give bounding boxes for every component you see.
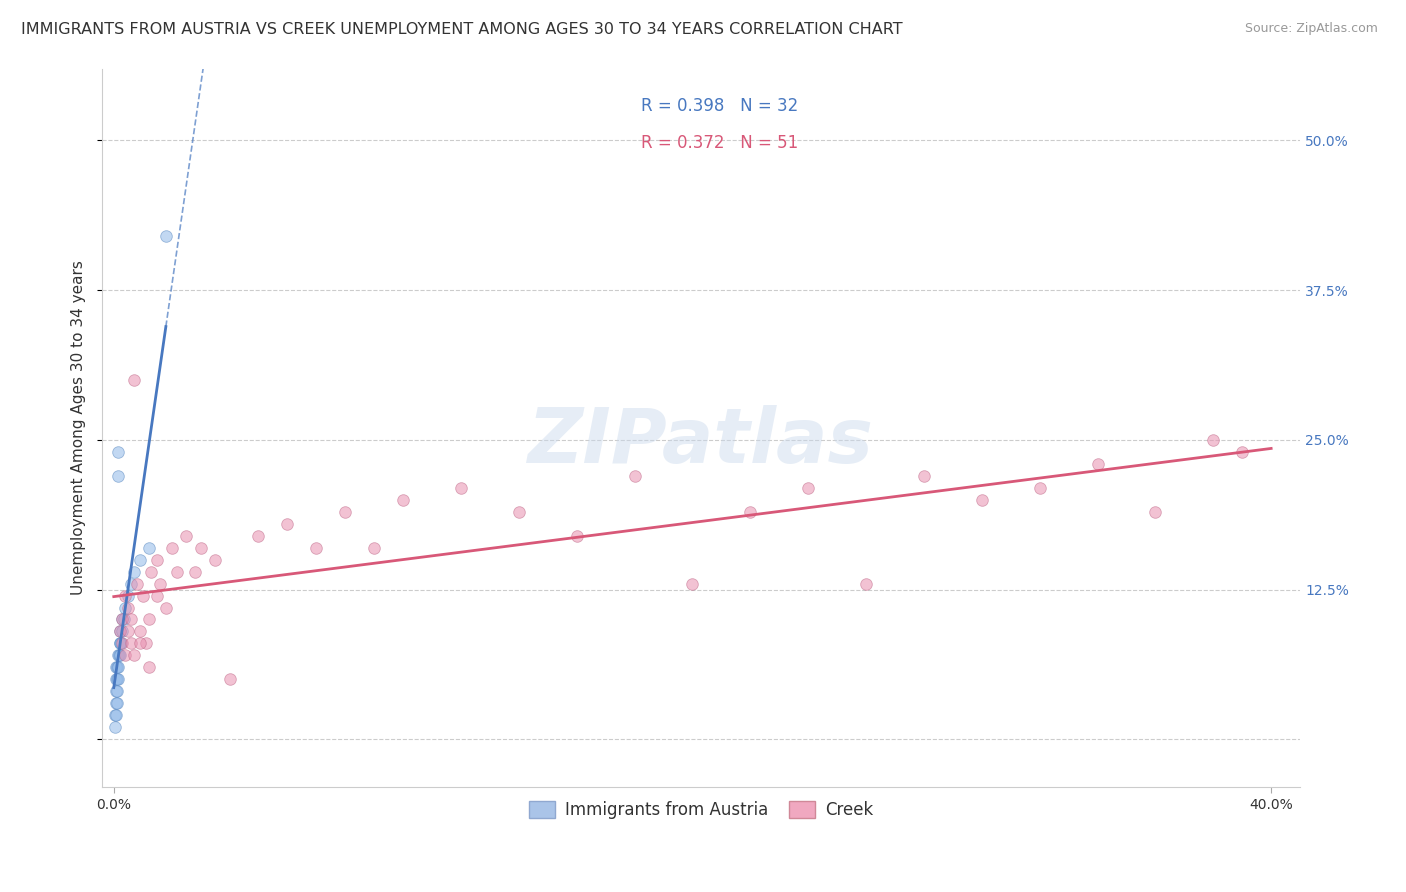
Point: [111, 612, 134, 626]
Point: [110, 636, 132, 650]
Point: [114, 589, 136, 603]
Point: [970, 492, 993, 507]
Point: [623, 468, 645, 483]
Point: [141, 565, 163, 579]
Point: [104, 684, 127, 698]
Point: [104, 708, 127, 723]
Point: [107, 468, 129, 483]
Point: [108, 648, 131, 663]
Point: [204, 552, 226, 566]
Point: [117, 589, 139, 603]
Point: [160, 541, 183, 555]
Point: [120, 576, 142, 591]
Point: [135, 636, 157, 650]
Text: R = 0.398   N = 32: R = 0.398 N = 32: [641, 97, 799, 115]
Point: [855, 576, 877, 591]
Text: IMMIGRANTS FROM AUSTRIA VS CREEK UNEMPLOYMENT AMONG AGES 30 TO 34 YEARS CORRELAT: IMMIGRANTS FROM AUSTRIA VS CREEK UNEMPLO…: [21, 22, 903, 37]
Point: [122, 373, 145, 387]
Point: [108, 648, 131, 663]
Point: [105, 660, 128, 674]
Point: [112, 612, 135, 626]
Point: [111, 624, 134, 639]
Legend: Immigrants from Austria, Creek: Immigrants from Austria, Creek: [522, 794, 880, 826]
Point: [1232, 445, 1254, 459]
Point: [508, 505, 530, 519]
Point: [174, 528, 197, 542]
Point: [146, 552, 169, 566]
Point: [122, 565, 145, 579]
Point: [117, 600, 139, 615]
Point: [108, 624, 131, 639]
Point: [740, 505, 762, 519]
Point: [108, 636, 131, 650]
Point: [105, 696, 128, 710]
Point: [155, 229, 177, 244]
Point: [305, 541, 328, 555]
Point: [122, 648, 145, 663]
Point: [184, 565, 207, 579]
Point: [107, 660, 129, 674]
Point: [247, 528, 270, 542]
Point: [105, 673, 128, 687]
Y-axis label: Unemployment Among Ages 30 to 34 years: Unemployment Among Ages 30 to 34 years: [72, 260, 86, 595]
Point: [104, 696, 127, 710]
Point: [128, 624, 150, 639]
Point: [335, 505, 357, 519]
Text: ZIPatlas: ZIPatlas: [529, 405, 875, 479]
Point: [108, 636, 131, 650]
Point: [105, 708, 128, 723]
Point: [111, 636, 134, 650]
Point: [108, 624, 131, 639]
Point: [117, 624, 139, 639]
Point: [797, 481, 820, 495]
Point: [111, 612, 134, 626]
Point: [105, 684, 128, 698]
Point: [146, 589, 169, 603]
Point: [1087, 457, 1109, 471]
Point: [114, 600, 136, 615]
Point: [682, 576, 704, 591]
Point: [138, 541, 160, 555]
Text: R = 0.372   N = 51: R = 0.372 N = 51: [641, 134, 799, 152]
Point: [120, 612, 142, 626]
Point: [132, 589, 155, 603]
Text: Source: ZipAtlas.com: Source: ZipAtlas.com: [1244, 22, 1378, 36]
Point: [104, 720, 127, 734]
Point: [155, 600, 177, 615]
Point: [107, 648, 129, 663]
Point: [912, 468, 935, 483]
Point: [1144, 505, 1167, 519]
Point: [450, 481, 472, 495]
Point: [166, 565, 188, 579]
Point: [125, 576, 148, 591]
Point: [363, 541, 385, 555]
Point: [128, 636, 150, 650]
Point: [120, 636, 142, 650]
Point: [1028, 481, 1050, 495]
Point: [1202, 433, 1225, 447]
Point: [565, 528, 588, 542]
Point: [392, 492, 415, 507]
Point: [149, 576, 172, 591]
Point: [190, 541, 212, 555]
Point: [276, 516, 298, 531]
Point: [218, 673, 240, 687]
Point: [128, 552, 150, 566]
Point: [105, 660, 128, 674]
Point: [107, 445, 129, 459]
Point: [107, 673, 129, 687]
Point: [105, 673, 128, 687]
Point: [114, 648, 136, 663]
Point: [138, 660, 160, 674]
Point: [138, 612, 160, 626]
